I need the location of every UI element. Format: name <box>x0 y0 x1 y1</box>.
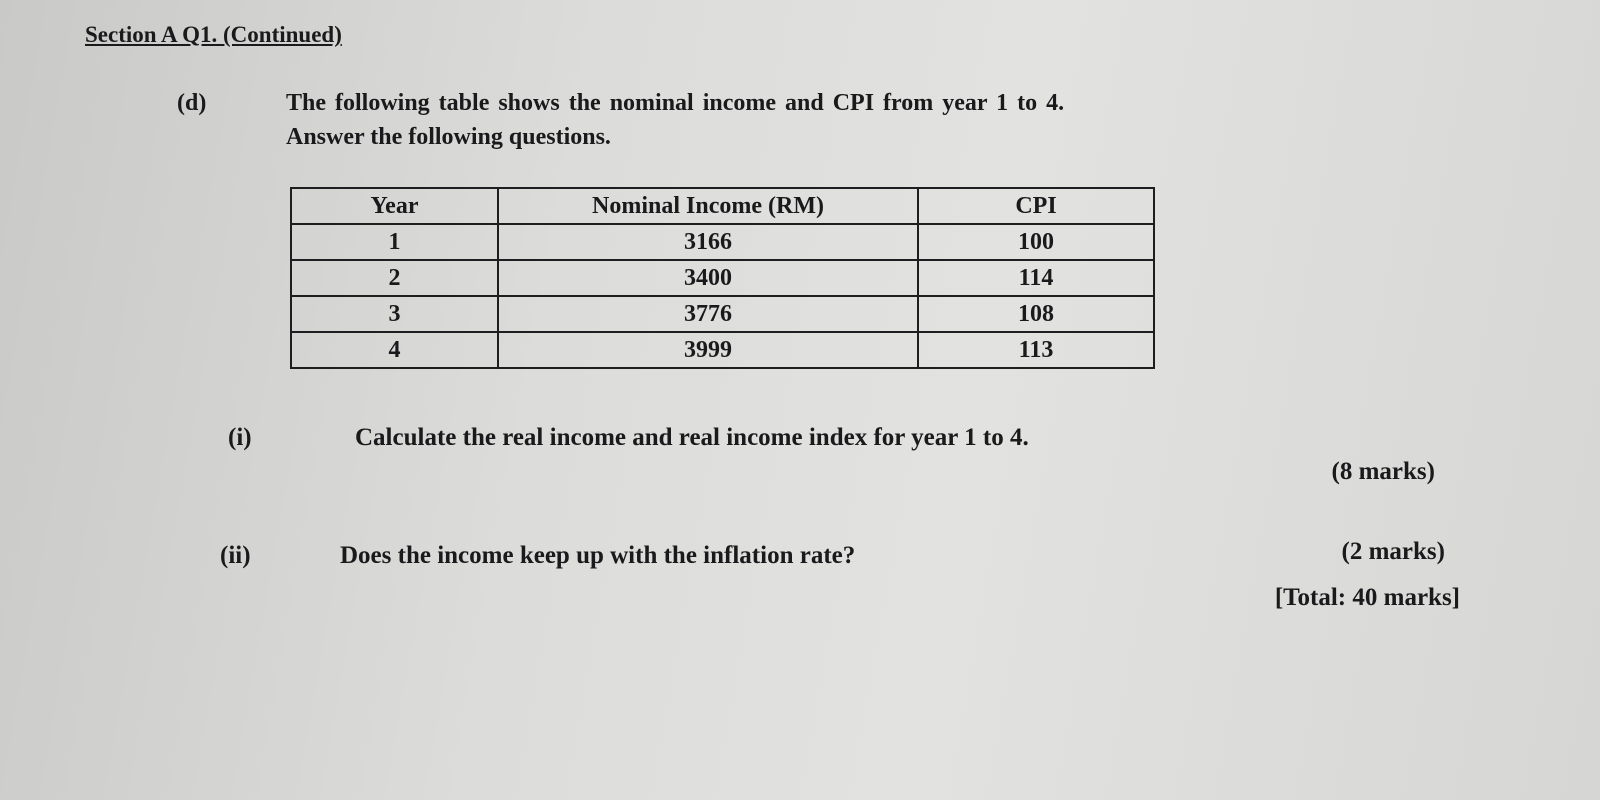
table-row: 4 3999 113 <box>290 331 1155 369</box>
cpi-cell: 100 <box>917 223 1155 261</box>
table-header-row: Year Nominal Income (RM) CPI <box>290 187 1155 225</box>
table-row: 3 3776 108 <box>290 295 1155 333</box>
part-d-label: (d) <box>177 90 207 116</box>
income-cell: 3999 <box>497 331 919 369</box>
question-ii-marks: (2 marks) <box>1341 538 1445 565</box>
table-row: 1 3166 100 <box>290 223 1155 261</box>
question-ii-text: Does the income keep up with the inflati… <box>340 542 856 569</box>
year-cell: 4 <box>290 331 499 369</box>
question-i-label: (i) <box>228 424 252 451</box>
total-marks: [Total: 40 marks] <box>1274 584 1460 611</box>
income-cell: 3166 <box>497 223 919 261</box>
question-i-marks: (8 marks) <box>1331 458 1435 485</box>
question-i-text: Calculate the real income and real incom… <box>355 424 1029 451</box>
cpi-cell: 108 <box>917 295 1155 333</box>
part-d-instruction: The following table shows the nominal in… <box>286 90 1065 116</box>
part-d-instruction-2: Answer the following questions. <box>286 124 611 150</box>
question-ii-label: (ii) <box>220 542 251 569</box>
year-cell: 1 <box>290 223 499 261</box>
cpi-cell: 114 <box>917 259 1155 297</box>
year-cell: 2 <box>290 259 499 297</box>
year-cell: 3 <box>290 295 499 333</box>
table-row: 2 3400 114 <box>290 259 1155 297</box>
income-cell: 3400 <box>497 259 919 297</box>
header-nominal-income: Nominal Income (RM) <box>497 187 919 225</box>
header-cpi: CPI <box>917 187 1155 225</box>
income-cell: 3776 <box>497 295 919 333</box>
header-year: Year <box>290 187 499 225</box>
section-heading: Section A Q1. (Continued) <box>85 22 342 47</box>
cpi-cell: 113 <box>917 331 1155 369</box>
income-cpi-table: Year Nominal Income (RM) CPI 1 3166 100 … <box>290 187 1155 369</box>
